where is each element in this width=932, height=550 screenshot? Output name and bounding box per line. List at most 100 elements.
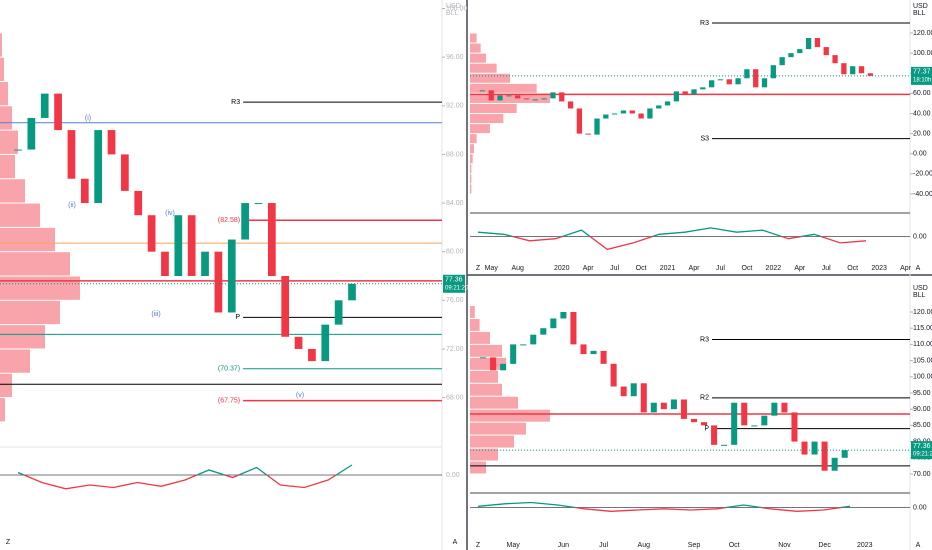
wave-label: (ii) bbox=[68, 202, 76, 209]
auto-button[interactable]: A bbox=[916, 542, 921, 549]
candle bbox=[805, 38, 812, 50]
volume-profile-bar bbox=[470, 134, 477, 144]
candle bbox=[821, 441, 828, 471]
price-tag bbox=[443, 274, 465, 293]
y-tick-label: 90.00 bbox=[913, 406, 931, 413]
currency-label: USD bbox=[913, 285, 928, 292]
volume-profile-bar bbox=[0, 130, 18, 154]
candle bbox=[479, 90, 486, 92]
volume-profile-bar bbox=[470, 396, 518, 409]
unit-label: BLL bbox=[913, 292, 926, 299]
volume-profile-bar bbox=[470, 306, 475, 318]
x-tick-label: 2021 bbox=[660, 265, 676, 272]
y-tick-label: 100.00 bbox=[913, 374, 932, 381]
candle bbox=[690, 418, 698, 423]
candle bbox=[488, 90, 494, 101]
volume-profile-bar bbox=[470, 461, 486, 474]
candle bbox=[480, 357, 487, 359]
candle bbox=[770, 65, 776, 79]
candle bbox=[121, 154, 129, 191]
x-tick-label: Oct bbox=[847, 265, 858, 272]
x-tick-label: 2022 bbox=[766, 265, 782, 272]
candle bbox=[656, 105, 662, 109]
price-tag-countdown: 18:10h bbox=[913, 77, 931, 83]
indicator-line bbox=[17, 464, 353, 490]
candle bbox=[680, 399, 687, 419]
level-label: (70.37) bbox=[218, 366, 240, 373]
y-tick-label: 0.00 bbox=[913, 151, 927, 158]
volume-profile-bar bbox=[0, 57, 4, 81]
currency-label: USD bbox=[913, 3, 928, 10]
x-tick-label: Aug bbox=[511, 265, 524, 272]
volume-profile-bar bbox=[470, 370, 498, 383]
auto-button[interactable]: A bbox=[453, 539, 458, 546]
candle bbox=[630, 383, 637, 397]
price-tag-countdown: 09:21:20 bbox=[445, 285, 469, 291]
candle bbox=[490, 357, 497, 371]
volume-profile-bar bbox=[470, 83, 537, 93]
candle bbox=[711, 425, 718, 445]
volume-profile-bar bbox=[470, 435, 514, 448]
y-tick-label: 120.00 bbox=[913, 30, 932, 37]
candle bbox=[682, 91, 688, 95]
candle bbox=[254, 203, 263, 205]
candle bbox=[600, 350, 607, 364]
candle bbox=[570, 312, 577, 345]
candle bbox=[559, 92, 565, 102]
candle bbox=[673, 91, 680, 102]
level-label: (82.58) bbox=[218, 217, 240, 224]
candle bbox=[67, 130, 76, 179]
candle bbox=[134, 190, 143, 216]
indicator-line bbox=[477, 227, 867, 251]
candle bbox=[744, 69, 750, 79]
x-tick-label: Aug bbox=[638, 542, 651, 549]
candle bbox=[14, 149, 22, 151]
candle bbox=[620, 386, 627, 397]
volume-profile-bar bbox=[470, 113, 504, 124]
candle bbox=[567, 101, 574, 109]
volume-profile-bar bbox=[470, 331, 490, 344]
y-tick-label: 0.00 bbox=[913, 504, 927, 511]
candle bbox=[510, 344, 517, 364]
volume-profile-bar bbox=[470, 63, 497, 73]
x-tick-label: May bbox=[507, 542, 521, 549]
volume-profile-bar bbox=[470, 43, 481, 53]
candle bbox=[761, 78, 768, 88]
candle bbox=[781, 402, 788, 413]
auto-button[interactable]: A bbox=[916, 265, 921, 272]
y-tick-label: -20.00 bbox=[913, 171, 932, 178]
y-tick-label: 80.00 bbox=[446, 249, 464, 256]
x-tick-label: 2020 bbox=[554, 265, 570, 272]
y-tick-label: 84.00 bbox=[446, 200, 464, 207]
unit-label: BLL bbox=[913, 10, 926, 17]
candle bbox=[161, 251, 169, 276]
candle bbox=[779, 57, 785, 66]
y-tick-label: 100.00 bbox=[913, 50, 932, 57]
wave-label: (i) bbox=[85, 115, 91, 122]
zoom-button[interactable]: Z bbox=[476, 265, 481, 272]
zoom-button[interactable]: Z bbox=[476, 542, 481, 549]
candle bbox=[560, 312, 567, 319]
volume-profile-bar bbox=[470, 93, 550, 103]
x-tick-label: Sep bbox=[688, 542, 701, 549]
candle bbox=[797, 49, 803, 54]
level-label: R3 bbox=[700, 20, 709, 27]
y-tick-label: 110.00 bbox=[913, 341, 932, 348]
candle bbox=[612, 113, 618, 115]
volume-profile-bar bbox=[470, 103, 517, 113]
y-tick-label: 68.00 bbox=[446, 394, 464, 401]
candle bbox=[590, 350, 597, 355]
indicator-line bbox=[477, 501, 851, 512]
zoom-button[interactable]: Z bbox=[6, 539, 11, 546]
candle bbox=[753, 69, 759, 88]
x-tick-label: Jul bbox=[822, 265, 831, 272]
volume-profile-bar bbox=[0, 106, 12, 130]
volume-profile-bar bbox=[0, 81, 8, 106]
volume-profile-bar bbox=[470, 154, 473, 164]
price-tag bbox=[911, 441, 932, 460]
candle bbox=[708, 80, 715, 88]
candle bbox=[500, 363, 507, 371]
y-tick-label: 0.00 bbox=[446, 472, 460, 479]
volume-profile-bar bbox=[0, 203, 40, 227]
